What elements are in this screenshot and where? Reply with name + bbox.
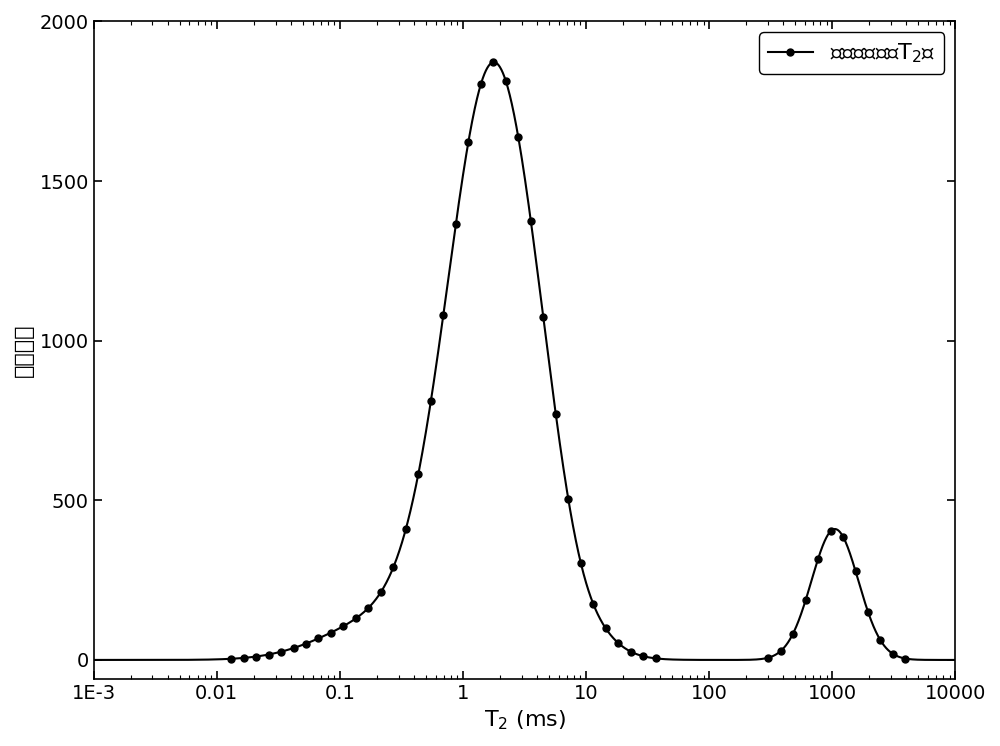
Y-axis label: 信号强度: 信号强度: [14, 324, 34, 377]
Legend: 岩心饱水状态T$_2$谱: 岩心饱水状态T$_2$谱: [759, 33, 944, 74]
X-axis label: T$_2$ (ms): T$_2$ (ms): [484, 709, 566, 732]
